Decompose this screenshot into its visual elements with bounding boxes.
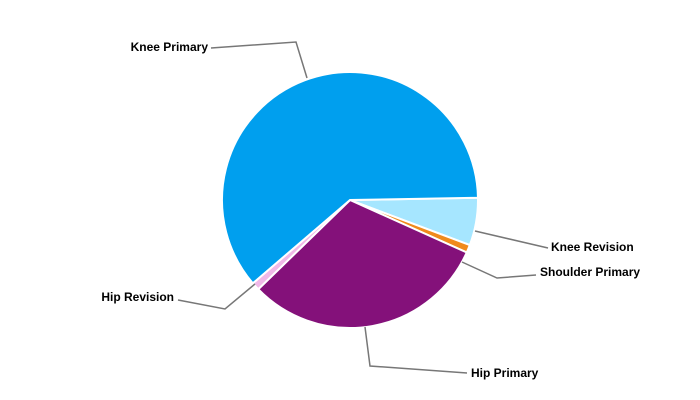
slice-label: Hip Revision [101, 290, 174, 304]
pie-slice [221, 71, 479, 285]
slice-label: Hip Primary [471, 366, 539, 380]
leader-line [210, 41, 308, 79]
leader-line [461, 261, 537, 279]
slice-label: Knee Primary [131, 40, 209, 54]
leader-line [364, 326, 468, 374]
pie-slice [256, 198, 469, 329]
leader-line [474, 230, 549, 249]
slice-label: Shoulder Primary [540, 265, 640, 279]
leader-line [177, 283, 256, 310]
slice-label: Knee Revision [551, 240, 634, 254]
